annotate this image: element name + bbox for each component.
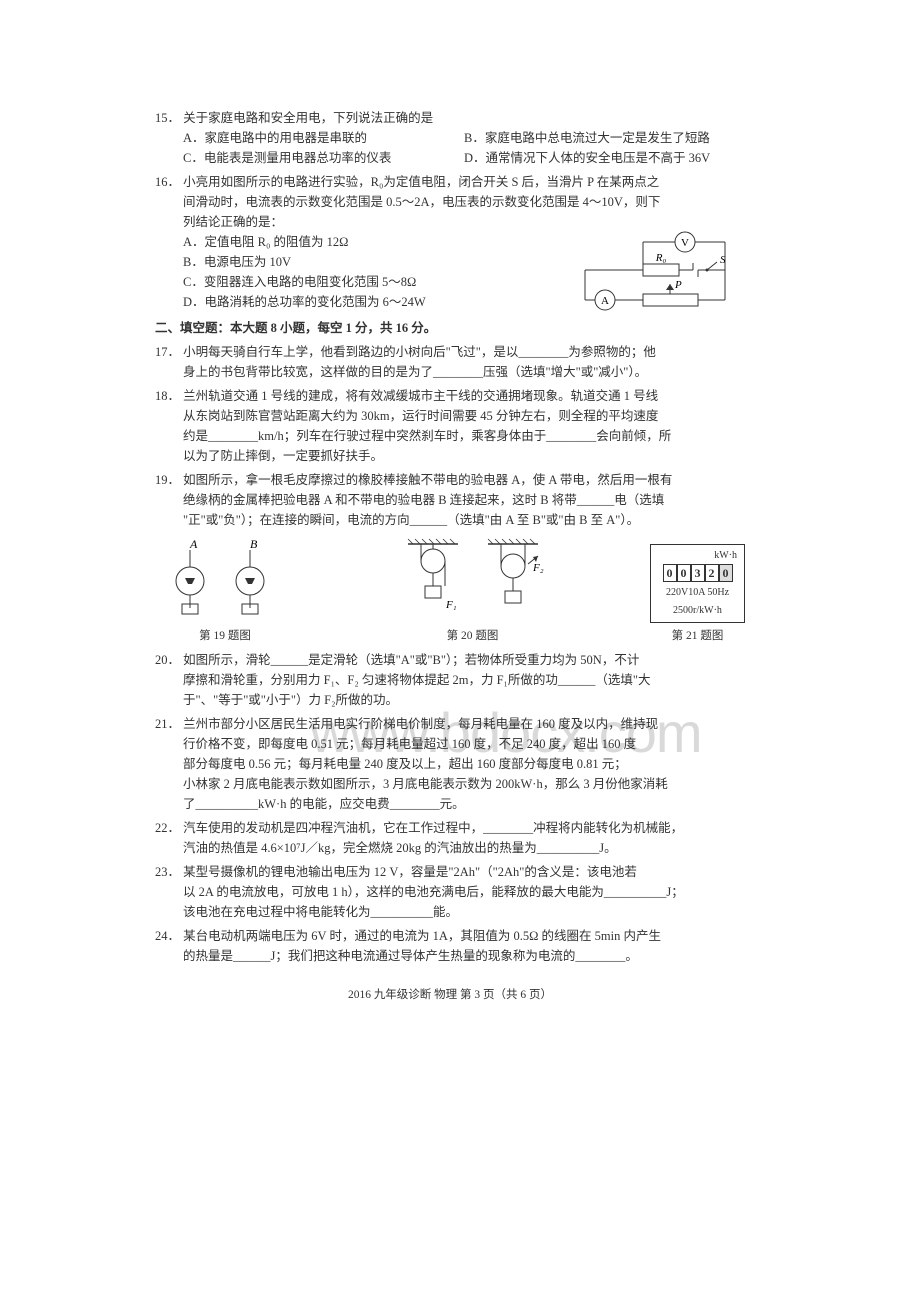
q21-line2: 行价格不变，即每度电 0.51 元；每月耗电量超过 160 度，不足 240 度… bbox=[155, 734, 745, 754]
q19-line2: 绝缘柄的金属棒把验电器 A 和不带电的验电器 B 连接起来，这时 B 将带___… bbox=[155, 490, 745, 510]
figure-20: F₁ F₂ 第 20 题图 bbox=[388, 536, 558, 646]
q16-line3: 列结论正确的是： bbox=[155, 212, 745, 232]
q20-line2: 摩擦和滑轮重，分别用力 F₁、F₂ 匀速将物体提起 2m，力 F₁所做的功___… bbox=[155, 670, 745, 690]
digit-2: 0 bbox=[677, 564, 691, 582]
q18-line2: 从东岗站到陈官营站距离大约为 30km，运行时间需要 45 分钟左右，则全程的平… bbox=[155, 406, 745, 426]
q18-number: 18． bbox=[155, 389, 180, 403]
resistor-label: R₀ bbox=[655, 252, 667, 264]
question-15: 15． 关于家庭电路和安全用电，下列说法正确的是 A．家庭电路中的用电器是串联的… bbox=[155, 108, 745, 168]
q23-line2: 以 2A 的电流放电，可放电 1 h），这样的电池充满电后，能释放的最大电能为_… bbox=[155, 882, 745, 902]
q21-line5: 了__________kW·h 的电能，应交电费________元。 bbox=[155, 794, 745, 814]
q24-line1: 某台电动机两端电压为 6V 时，通过的电流为 1A，其阻值为 0.5Ω 的线圈在… bbox=[183, 929, 661, 943]
question-23: 23． 某型号摄像机的锂电池输出电压为 12 V，容量是"2Ah"（"2Ah"的… bbox=[155, 862, 745, 922]
question-21: 21． 兰州市部分小区居民生活用电实行阶梯电价制度，每月耗电量在 160 度及以… bbox=[155, 714, 745, 814]
q19-line1: 如图所示，拿一根毛皮摩擦过的橡胶棒接触不带电的验电器 A，使 A 带电，然后用一… bbox=[183, 473, 672, 487]
q17-line1: 小明每天骑自行车上学，他看到路边的小树向后"飞过"，是以________为参照物… bbox=[183, 345, 656, 359]
q19-number: 19． bbox=[155, 473, 180, 487]
q16-line1: 小亮用如图所示的电路进行实验，R₀为定值电阻，闭合开关 S 后，当滑片 P 在某… bbox=[183, 175, 659, 189]
q21-line4: 小林家 2 月底电能表示数如图所示，3 月底电能表示数为 200kW·h，那么 … bbox=[155, 774, 745, 794]
digit-3: 3 bbox=[691, 564, 705, 582]
q23-line3: 该电池在充电过程中将电能转化为__________能。 bbox=[155, 902, 745, 922]
q18-line4: 以为了防止摔倒，一定要抓好扶手。 bbox=[155, 446, 745, 466]
circuit-diagram: V R₀ S A bbox=[565, 230, 735, 320]
question-19: 19． 如图所示，拿一根毛皮摩擦过的橡胶棒接触不带电的验电器 A，使 A 带电，… bbox=[155, 470, 745, 530]
figure-19: A B 第 19 题图 bbox=[155, 536, 295, 646]
q18-line3: 约是________km/h；列车在行驶过程中突然刹车时，乘客身体由于_____… bbox=[155, 426, 745, 446]
question-22: 22． 汽车使用的发动机是四冲程汽油机，它在工作过程中，________冲程将内… bbox=[155, 818, 745, 858]
meter-spec2: 2500r/kW·h bbox=[654, 603, 741, 619]
question-24: 24． 某台电动机两端电压为 6V 时，通过的电流为 1A，其阻值为 0.5Ω … bbox=[155, 926, 745, 966]
q17-number: 17． bbox=[155, 345, 180, 359]
question-20: 20． 如图所示，滑轮______是定滑轮（选填"A"或"B"）；若物体所受重力… bbox=[155, 650, 745, 710]
digit-4: 2 bbox=[705, 564, 719, 582]
meter-unit: kW·h bbox=[654, 548, 741, 564]
q24-number: 24． bbox=[155, 929, 180, 943]
svg-text:B: B bbox=[250, 537, 258, 551]
q24-line2: 的热量是______J；我们把这种电流通过导体产生热量的现象称为电流的_____… bbox=[155, 946, 745, 966]
fig20-caption: 第 20 题图 bbox=[388, 627, 558, 645]
question-16: 16． 小亮用如图所示的电路进行实验，R₀为定值电阻，闭合开关 S 后，当滑片 … bbox=[155, 172, 745, 312]
q15-number: 15． bbox=[155, 111, 180, 125]
figures-row: A B 第 19 题图 bbox=[155, 536, 745, 646]
q22-line1: 汽车使用的发动机是四冲程汽油机，它在工作过程中，________冲程将内能转化为… bbox=[183, 821, 683, 835]
slider-label: P bbox=[674, 279, 682, 291]
meter-digits: 0 0 3 2 0 bbox=[654, 564, 741, 582]
svg-text:F₂: F₂ bbox=[532, 562, 544, 574]
svg-text:A: A bbox=[189, 537, 198, 551]
fig21-caption: 第 21 题图 bbox=[650, 627, 745, 645]
fig19-caption: 第 19 题图 bbox=[155, 627, 295, 645]
exam-page: 15． 关于家庭电路和安全用电，下列说法正确的是 A．家庭电路中的用电器是串联的… bbox=[155, 108, 745, 1004]
q15-opt-a: A．家庭电路中的用电器是串联的 bbox=[183, 128, 464, 148]
q15-opt-b: B．家庭电路中总电流过大一定是发生了短路 bbox=[464, 128, 745, 148]
q21-number: 21． bbox=[155, 717, 180, 731]
q20-line3: 于"、"等于"或"小于"）力 F₂所做的功。 bbox=[155, 690, 745, 710]
switch-label: S bbox=[720, 254, 726, 266]
meter-spec1: 220V10A 50Hz bbox=[654, 585, 741, 601]
q22-number: 22． bbox=[155, 821, 180, 835]
figure-21: kW·h 0 0 3 2 0 220V10A 50Hz 2500r/kW·h 第… bbox=[650, 544, 745, 645]
voltmeter-label: V bbox=[681, 237, 689, 249]
q19-line3: "正"或"负"）；在连接的瞬间，电流的方向______（选填"由 A 至 B"或… bbox=[155, 510, 745, 530]
q23-number: 23． bbox=[155, 865, 180, 879]
q15-opt-d: D．通常情况下人体的安全电压是不高于 36V bbox=[464, 148, 745, 168]
ammeter-label: A bbox=[601, 295, 609, 307]
digit-5: 0 bbox=[719, 564, 733, 582]
q20-number: 20． bbox=[155, 653, 180, 667]
q16-number: 16． bbox=[155, 175, 180, 189]
energy-meter: kW·h 0 0 3 2 0 220V10A 50Hz 2500r/kW·h bbox=[650, 544, 745, 623]
q15-opt-c: C．电能表是测量用电器总功率的仪表 bbox=[183, 148, 464, 168]
digit-1: 0 bbox=[663, 564, 677, 582]
q21-line3: 部分每度电 0.56 元；每月耗电量 240 度及以上，超出 160 度部分每度… bbox=[155, 754, 745, 774]
question-18: 18． 兰州轨道交通 1 号线的建成，将有效减缓城市主干线的交通拥堵现象。轨道交… bbox=[155, 386, 745, 466]
q16-line2: 间滑动时，电流表的示数变化范围是 0.5～2A，电压表的示数变化范围是 4～10… bbox=[155, 192, 745, 212]
q22-line2: 汽油的热值是 4.6×10⁷J／kg，完全燃烧 20kg 的汽油放出的热量为__… bbox=[155, 838, 745, 858]
q21-line1: 兰州市部分小区居民生活用电实行阶梯电价制度，每月耗电量在 160 度及以内，维持… bbox=[183, 717, 658, 731]
svg-text:F₁: F₁ bbox=[445, 599, 457, 611]
question-17: 17． 小明每天骑自行车上学，他看到路边的小树向后"飞过"，是以________… bbox=[155, 342, 745, 382]
section-2-title: 二、填空题：本大题 8 小题，每空 1 分，共 16 分。 bbox=[155, 318, 745, 338]
q23-line1: 某型号摄像机的锂电池输出电压为 12 V，容量是"2Ah"（"2Ah"的含义是：… bbox=[183, 865, 637, 879]
page-footer: 2016 九年级诊断 物理 第 3 页（共 6 页） bbox=[155, 986, 745, 1004]
q18-line1: 兰州轨道交通 1 号线的建成，将有效减缓城市主干线的交通拥堵现象。轨道交通 1 … bbox=[183, 389, 658, 403]
q20-line1: 如图所示，滑轮______是定滑轮（选填"A"或"B"）；若物体所受重力均为 5… bbox=[183, 653, 639, 667]
q17-line2: 身上的书包背带比较宽，这样做的目的是为了________压强（选填"增大"或"减… bbox=[155, 362, 745, 382]
q15-stem: 关于家庭电路和安全用电，下列说法正确的是 bbox=[183, 111, 433, 125]
